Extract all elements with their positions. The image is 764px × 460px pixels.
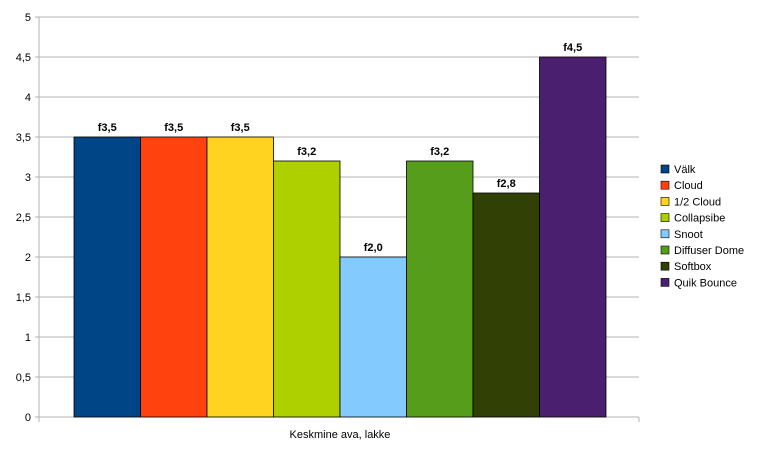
legend-label: 1/2 Cloud xyxy=(674,196,721,208)
x-category-label: Keskmine ava, lakke xyxy=(290,429,391,441)
legend: Välk Cloud 1/2 Cloud Collapsibe Snoot Diffuse… xyxy=(660,164,744,289)
legend-label: Diffuser Dome xyxy=(674,245,744,257)
y-tick-label: 1 xyxy=(25,332,31,344)
legend-swatch xyxy=(660,213,670,222)
legend-label: Välk xyxy=(674,164,696,176)
data-label: f3,2 xyxy=(297,146,316,158)
bar xyxy=(539,56,607,418)
bar xyxy=(472,192,540,418)
data-label: f3,5 xyxy=(164,122,183,134)
legend-label: Softbox xyxy=(674,261,712,273)
y-tick-label: 3,5 xyxy=(16,132,31,144)
legend-label: Quik Bounce xyxy=(674,277,737,289)
y-tick-label: 5 xyxy=(25,12,31,24)
legend-swatch xyxy=(660,245,670,255)
y-tick-label: 2 xyxy=(25,252,31,264)
bar xyxy=(273,160,341,418)
bar xyxy=(73,136,141,418)
y-tick-label: 4,5 xyxy=(16,52,31,64)
bar xyxy=(406,160,474,418)
bar xyxy=(206,136,274,418)
y-tick-label: 2,5 xyxy=(16,212,31,224)
data-labels: f3,5 f3,5 f3,5 f3,2 f2,0 f3,2 f2,8 f4,5 xyxy=(98,42,582,254)
legend-swatch xyxy=(660,164,670,174)
data-label: f4,5 xyxy=(563,42,582,54)
y-tick-label: 3 xyxy=(25,172,31,184)
data-label: f3,5 xyxy=(231,122,250,134)
legend-swatch xyxy=(660,261,670,271)
legend-label: Snoot xyxy=(674,229,703,241)
bar xyxy=(140,136,208,418)
bar xyxy=(339,256,407,418)
legend-swatch xyxy=(660,197,670,206)
legend-swatch xyxy=(660,278,670,287)
data-label: f2,0 xyxy=(364,242,383,254)
data-label: f3,2 xyxy=(430,146,449,158)
y-tick-label: 0 xyxy=(25,412,31,424)
y-tick-label: 4 xyxy=(25,92,31,104)
legend-swatch xyxy=(660,180,670,190)
legend-label: Collapsibe xyxy=(674,213,725,225)
x-axis: Keskmine ava, lakke xyxy=(290,429,391,441)
bars xyxy=(73,56,607,418)
data-label: f3,5 xyxy=(98,122,117,134)
y-tick-label: 1,5 xyxy=(16,292,31,304)
legend-swatch xyxy=(660,229,670,239)
legend-label: Cloud xyxy=(674,180,703,192)
y-tick-label: 0,5 xyxy=(16,372,31,384)
data-label: f2,8 xyxy=(497,178,516,190)
